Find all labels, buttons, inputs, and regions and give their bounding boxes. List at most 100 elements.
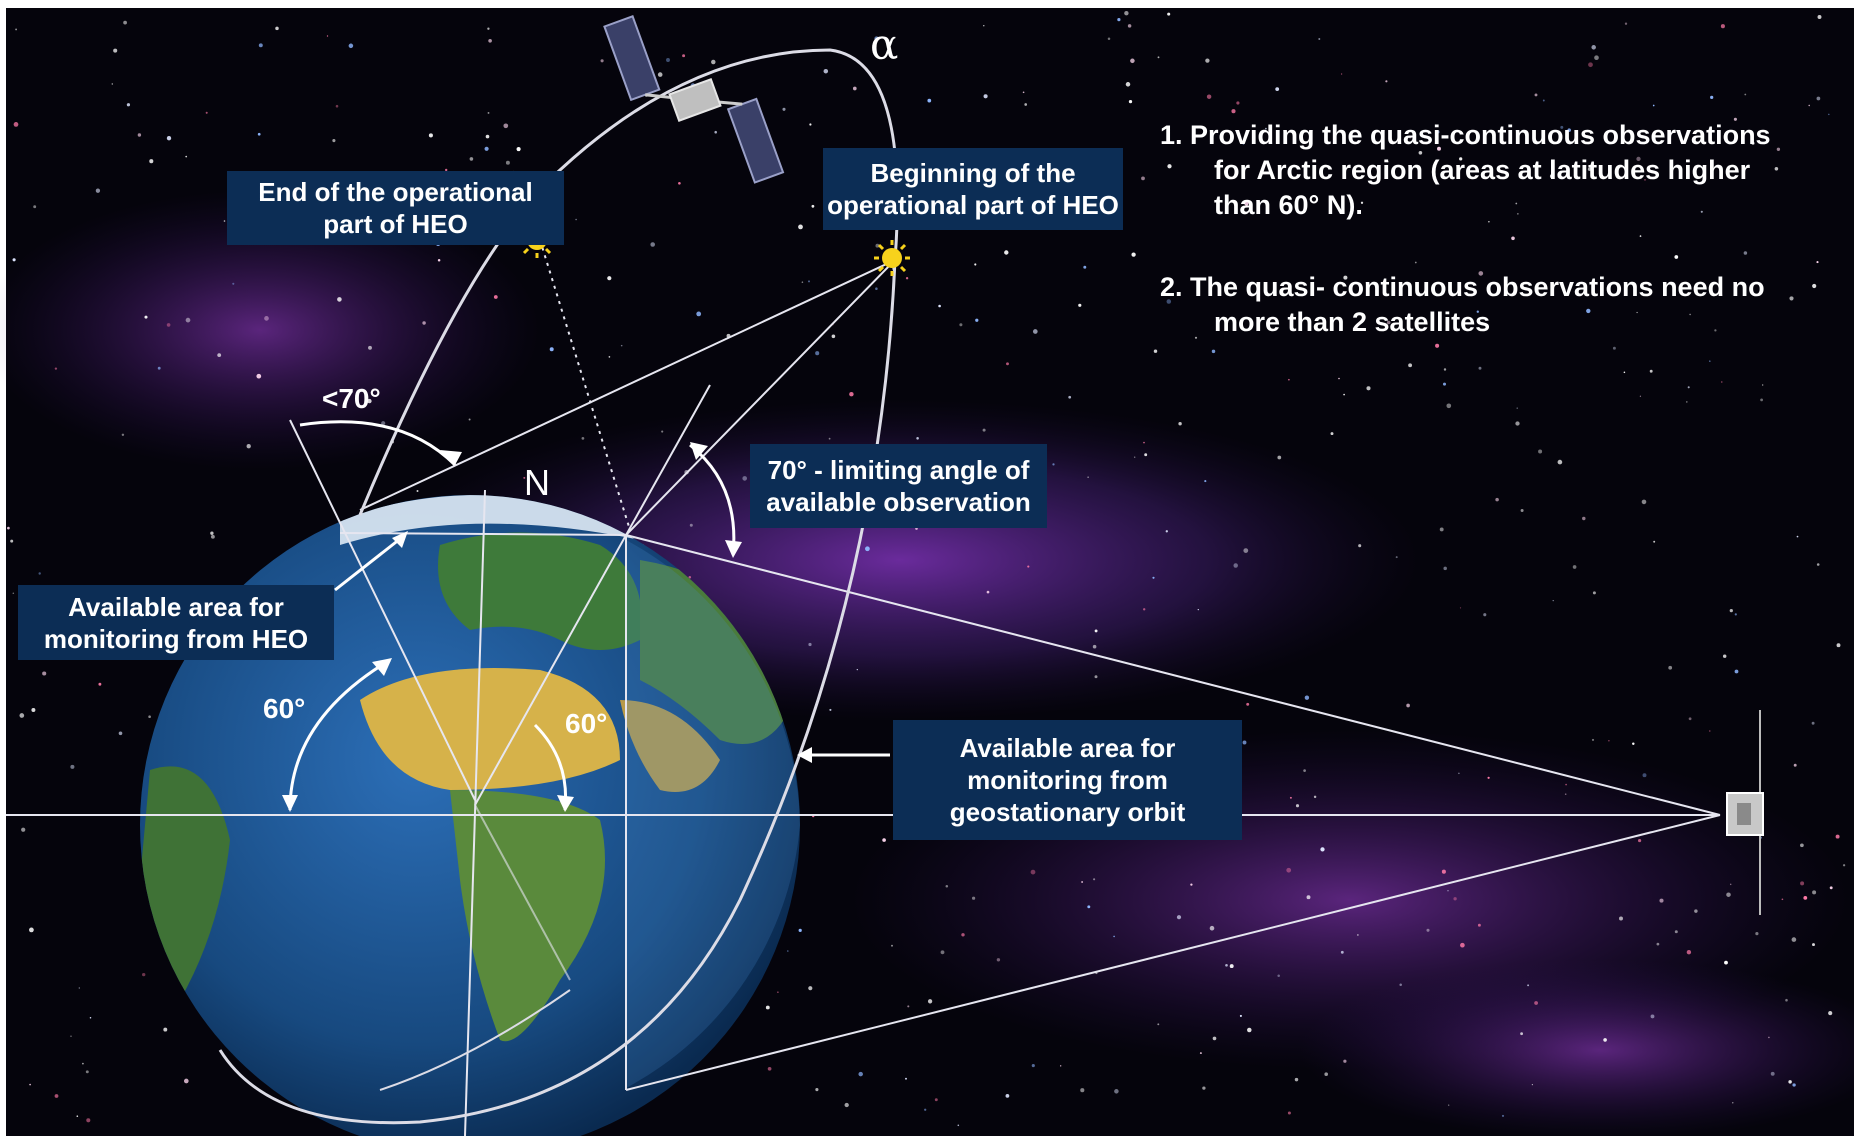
star xyxy=(1816,96,1821,101)
star xyxy=(1650,1014,1655,1019)
star xyxy=(1816,261,1819,264)
star xyxy=(1022,91,1025,94)
star xyxy=(38,572,41,575)
star xyxy=(70,764,75,769)
star xyxy=(1081,881,1084,883)
star xyxy=(1501,1114,1505,1117)
star xyxy=(1243,548,1249,553)
star xyxy=(1031,1064,1035,1068)
star xyxy=(1288,378,1290,381)
star xyxy=(957,1124,960,1127)
nebula-glow xyxy=(0,190,540,470)
star xyxy=(1517,213,1519,215)
star xyxy=(1789,296,1794,301)
star xyxy=(1734,669,1739,674)
star xyxy=(891,944,893,947)
star xyxy=(485,134,490,139)
star xyxy=(1515,202,1518,205)
star xyxy=(1668,665,1673,670)
star xyxy=(1594,55,1599,61)
geometry-lines xyxy=(6,239,1721,1136)
note-1-line: for Arctic region (areas at latitudes hi… xyxy=(1214,155,1751,185)
star xyxy=(1478,271,1484,276)
star xyxy=(865,546,870,552)
star xyxy=(972,896,976,900)
star xyxy=(348,43,354,49)
star xyxy=(123,20,127,25)
star xyxy=(1624,22,1628,25)
star xyxy=(1785,998,1788,1002)
star xyxy=(927,98,932,103)
star xyxy=(1656,942,1660,946)
star xyxy=(777,991,779,993)
star xyxy=(163,1027,168,1032)
star xyxy=(782,107,786,111)
polar-axis-line xyxy=(464,489,486,1136)
star xyxy=(1700,210,1703,213)
star xyxy=(1094,629,1098,633)
star xyxy=(1130,58,1135,64)
star xyxy=(210,531,214,535)
note-1-line: 1. Providing the quasi-continuous observ… xyxy=(1160,120,1771,150)
star xyxy=(42,671,47,676)
heo-area-label: Available area for monitoring from HEO xyxy=(18,585,334,660)
star xyxy=(1835,834,1840,839)
star xyxy=(1542,99,1545,102)
star xyxy=(1083,265,1087,269)
star xyxy=(549,347,554,352)
star xyxy=(1459,157,1463,161)
star xyxy=(1343,275,1348,280)
star xyxy=(1476,310,1479,313)
star xyxy=(1113,935,1115,938)
star xyxy=(1313,795,1317,799)
star xyxy=(1005,1094,1010,1098)
star xyxy=(844,1102,849,1108)
star xyxy=(1244,201,1249,206)
star xyxy=(1487,776,1490,779)
star xyxy=(1289,796,1292,799)
star xyxy=(89,1017,92,1019)
star xyxy=(650,242,655,247)
star xyxy=(1117,18,1121,22)
star xyxy=(1320,847,1325,852)
star xyxy=(445,168,448,172)
star xyxy=(1734,613,1737,616)
star xyxy=(742,476,747,481)
star xyxy=(1418,150,1423,155)
star xyxy=(10,539,14,543)
star xyxy=(210,534,215,539)
star xyxy=(21,827,26,832)
star xyxy=(607,276,612,281)
star xyxy=(1483,613,1487,617)
star xyxy=(118,731,123,736)
asia-land xyxy=(640,560,800,744)
star xyxy=(1176,915,1182,920)
star xyxy=(1842,864,1846,867)
star xyxy=(1229,964,1234,969)
star xyxy=(856,668,858,671)
star xyxy=(19,713,25,718)
star xyxy=(1511,236,1515,241)
star xyxy=(1435,343,1440,348)
star xyxy=(1236,101,1240,105)
north-label: N xyxy=(524,462,550,503)
star xyxy=(809,123,812,126)
star xyxy=(1338,377,1340,380)
star xyxy=(1167,164,1172,169)
star xyxy=(924,1108,927,1111)
star xyxy=(1027,565,1030,568)
star xyxy=(1206,94,1212,99)
star xyxy=(798,928,802,933)
star xyxy=(982,428,986,432)
alpha-label: α xyxy=(870,20,899,69)
star xyxy=(1205,58,1210,63)
satellite-icon xyxy=(1726,710,1764,915)
star xyxy=(144,315,148,319)
star xyxy=(1762,384,1764,386)
star xyxy=(1295,804,1300,808)
nebula-glow xyxy=(1300,960,1854,1136)
star xyxy=(831,334,836,339)
star xyxy=(95,188,101,193)
star xyxy=(1812,283,1817,289)
star xyxy=(1166,299,1172,304)
